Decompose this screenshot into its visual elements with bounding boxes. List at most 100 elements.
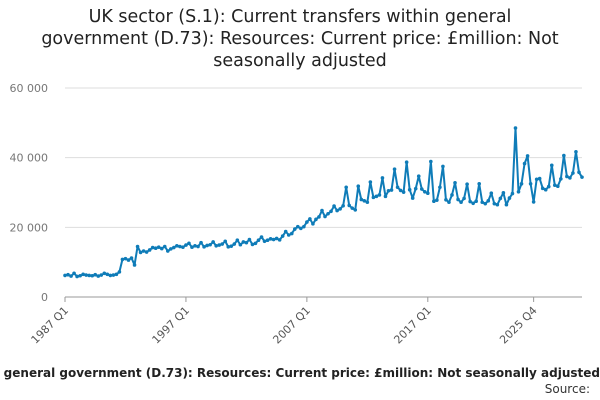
data-point: [196, 244, 200, 249]
data-point: [244, 240, 249, 245]
data-point: [441, 164, 445, 169]
data-point: [202, 245, 206, 249]
data-point: [371, 195, 376, 200]
footer-series-label: UK sector (S.1): Current transfers withi…: [0, 366, 600, 380]
data-point: [326, 211, 330, 216]
data-point: [144, 250, 149, 254]
data-point: [169, 247, 173, 251]
x-tick-label: 1997 Q1: [150, 304, 193, 347]
data-point: [338, 207, 342, 211]
data-point: [350, 206, 355, 210]
data-point: [184, 243, 188, 247]
data-point: [501, 191, 506, 195]
data-point: [537, 176, 542, 181]
data-point: [123, 256, 128, 261]
data-point: [447, 200, 451, 205]
data-point: [341, 203, 345, 208]
data-point: [72, 271, 76, 276]
data-point: [562, 153, 566, 158]
data-point: [126, 258, 131, 262]
data-point: [253, 241, 258, 246]
data-point: [534, 177, 539, 182]
data-point: [410, 196, 415, 200]
data-point: [308, 217, 312, 221]
data-point: [329, 209, 333, 214]
data-point: [226, 245, 231, 249]
data-point: [495, 202, 500, 207]
data-point: [78, 273, 82, 278]
data-point: [265, 238, 270, 243]
data-point: [462, 196, 466, 201]
data-point: [450, 193, 454, 197]
data-point: [235, 238, 240, 243]
data-point: [398, 188, 403, 193]
data-point: [280, 234, 285, 238]
data-point: [211, 240, 215, 244]
data-point: [377, 193, 382, 197]
data-point: [368, 180, 373, 184]
y-tick-label: 20 000: [10, 221, 49, 234]
data-point: [296, 224, 300, 229]
y-axis: 0 20 000 40 000 60 000: [10, 82, 49, 304]
data-point: [332, 204, 336, 208]
data-point: [190, 245, 194, 249]
data-point: [271, 237, 276, 242]
data-point: [135, 244, 140, 249]
data-point: [159, 246, 164, 251]
data-point: [172, 245, 176, 250]
data-point: [549, 163, 554, 168]
data-point: [75, 274, 79, 279]
chart-title-line-1: UK sector (S.1): Current transfers withi…: [88, 7, 512, 27]
data-point: [181, 245, 185, 249]
chart-title-line-2: government (D.73): Resources: Current pr…: [41, 29, 559, 49]
data-point: [465, 182, 469, 186]
gridlines: [65, 87, 582, 228]
series-line: [64, 127, 583, 278]
data-point: [356, 184, 361, 189]
data-point: [162, 244, 167, 249]
data-point: [580, 175, 584, 179]
y-tick-label: 60 000: [10, 82, 49, 95]
y-tick-label: 40 000: [10, 152, 49, 165]
data-point: [571, 171, 575, 175]
data-point: [268, 237, 273, 241]
data-point: [175, 244, 179, 248]
data-point: [63, 273, 67, 278]
data-point: [525, 154, 530, 158]
data-point: [247, 237, 252, 242]
data-point: [374, 194, 379, 199]
data-point: [510, 191, 515, 196]
data-point: [504, 202, 509, 207]
data-point: [486, 199, 491, 203]
data-point: [444, 198, 448, 202]
data-point: [519, 181, 524, 186]
data-point: [344, 185, 348, 190]
data-point: [84, 273, 88, 277]
data-point: [217, 243, 221, 247]
data-point: [438, 185, 442, 190]
data-point: [577, 170, 581, 175]
data-point: [416, 174, 421, 178]
data-point: [459, 200, 463, 205]
data-point: [389, 188, 394, 192]
data-point: [489, 191, 494, 195]
data-point: [286, 233, 291, 237]
data-point: [477, 181, 482, 186]
data-point: [259, 235, 264, 239]
series-layer: [63, 126, 584, 279]
data-point: [359, 197, 364, 202]
data-point: [492, 201, 497, 206]
data-point: [543, 187, 548, 192]
x-tick-label: 1987 Q1: [29, 304, 72, 347]
data-point: [208, 242, 212, 247]
data-point: [552, 183, 557, 187]
data-point: [365, 200, 370, 205]
data-point: [256, 238, 261, 243]
data-point: [223, 239, 228, 244]
data-point: [513, 126, 518, 130]
data-point: [274, 236, 279, 241]
data-point: [422, 190, 427, 194]
data-point: [205, 243, 209, 248]
data-point: [522, 161, 527, 166]
data-point: [138, 250, 143, 255]
